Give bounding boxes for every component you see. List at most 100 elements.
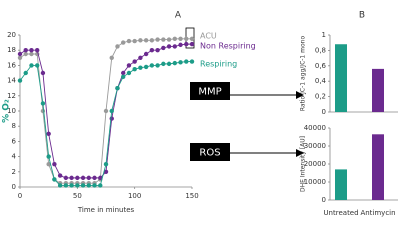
bar [372,134,384,200]
data-point [109,116,114,121]
data-point [149,48,155,53]
data-point [132,59,137,64]
data-point [155,48,160,53]
x-tick-label: Antimycin [360,209,395,217]
data-point [69,183,74,188]
data-point [178,36,183,41]
data-point [126,63,132,68]
data-point [161,45,166,51]
data-point [75,183,80,188]
y-tick-label: 4 [12,153,17,161]
panel-label: A [175,11,182,21]
data-point [172,60,177,66]
series-line [19,61,192,186]
y-tick-label: 20 [7,31,16,39]
data-point [189,41,195,47]
data-point [52,177,57,182]
mmp-box [190,82,230,100]
data-point [29,51,34,57]
data-point [184,59,189,64]
data-point [80,175,86,181]
data-point [103,162,109,167]
data-point [40,70,46,76]
data-point [46,131,51,136]
data-point [126,70,132,76]
y-tick-label: 30000 [304,142,326,150]
y-tick-label: 8 [12,122,16,130]
data-point [143,38,149,43]
data-point [17,55,23,60]
data-point [189,36,195,41]
data-point [92,175,97,181]
data-point [143,51,149,57]
data-point [166,61,172,67]
panel-label: B [359,11,365,21]
data-point [155,37,160,42]
y-tick-label: 2 [12,168,16,176]
data-point [178,60,183,65]
data-point [143,64,149,70]
data-point [115,44,120,49]
data-point [103,108,109,114]
data-point [138,55,143,60]
y-axis-label: % O₂ [2,99,12,123]
data-point [17,78,23,83]
x-tick-label: 150 [185,192,198,200]
bar [372,68,384,112]
data-point [23,70,28,76]
data-point [115,86,120,91]
data-point [63,183,69,188]
data-point [149,63,155,68]
y-tick-label: 6 [12,137,17,145]
data-point [172,36,177,41]
data-point [46,154,51,159]
data-point [75,175,80,181]
data-point [155,63,160,68]
data-point [138,65,143,70]
data-point [121,40,126,45]
x-tick-label: Untreated [323,209,358,217]
data-point [149,38,155,43]
data-point [23,51,28,57]
data-point [109,108,114,114]
data-point [121,70,126,76]
data-point [184,41,189,47]
data-point [92,183,97,188]
data-point [80,183,86,188]
data-point [161,37,166,42]
data-point [29,48,34,53]
y-tick-label: 14 [7,77,16,85]
annotation: ROS [199,148,220,159]
y-tick-label: 20000 [304,160,326,168]
data-point [40,108,46,114]
y-tick-label: 0,8 [315,46,326,54]
y-axis-label: Ratio JC-1 agg/JC-1 mono [300,36,307,112]
data-point [98,183,103,188]
y-tick-label: 0,6 [315,62,327,70]
y-tick-label: 10000 [304,178,326,186]
y-tick-label: 10 [7,107,16,115]
y-tick-label: 1 [322,31,326,39]
data-point [57,183,63,188]
ros-box [190,143,230,161]
data-point [121,74,126,80]
y-tick-label: 12 [7,92,16,100]
y-tick-label: 0 [322,196,326,204]
data-point [86,175,92,181]
y-tick-label: 18 [7,46,16,54]
data-point [103,169,109,174]
data-point [69,175,74,181]
data-point [166,37,172,42]
data-point [35,48,40,53]
data-point [189,59,195,64]
x-tick-label: 100 [128,192,141,200]
data-point [166,44,172,49]
legend-label: Respiring [200,60,237,69]
data-point [46,162,51,167]
y-tick-label: 0,2 [315,93,326,101]
data-point [35,63,40,68]
data-point [98,175,103,181]
data-point [172,44,177,49]
x-axis-label: Time in minutes [77,206,135,214]
